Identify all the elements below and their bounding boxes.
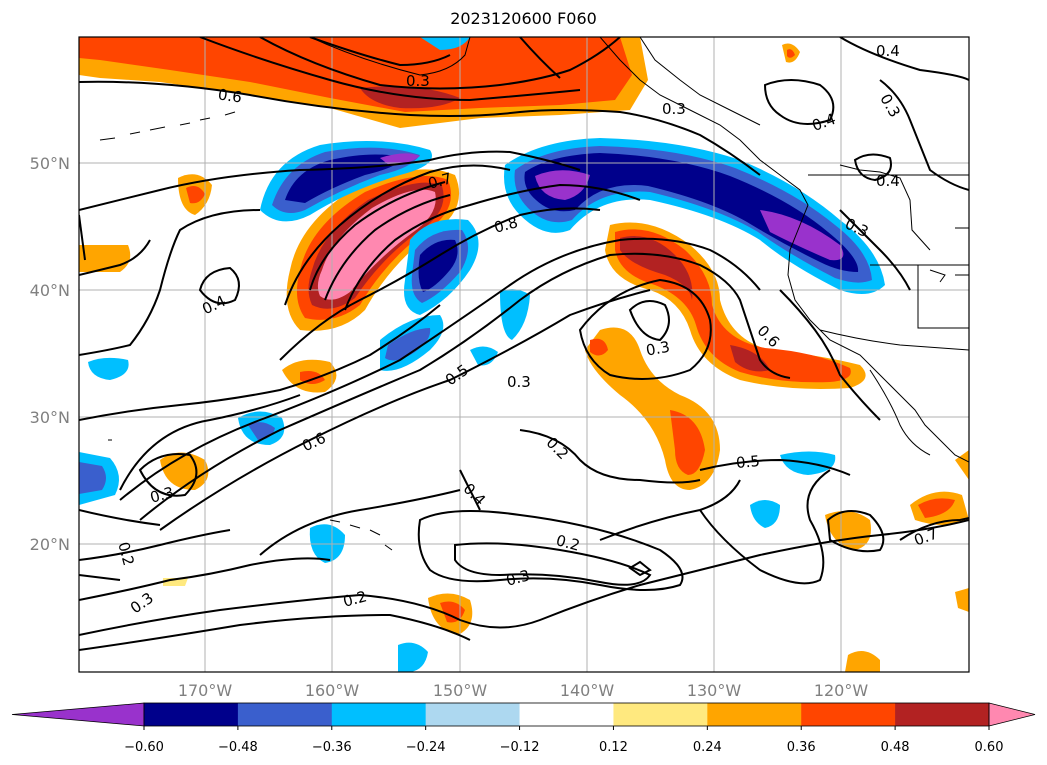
colorbar-tick-label: 0.24 [693,740,722,755]
contour-label: 0.2 [554,531,582,555]
lat-label: 50°N [30,154,70,173]
lat-label: 40°N [30,281,70,300]
lat-label: 30°N [30,408,70,427]
contour-label: 0.3 [406,72,430,90]
colorbar-extension-low [11,702,145,727]
contour-label: 0.4 [876,42,900,60]
colorbar-segment [801,703,896,726]
latitude-labels: 50°N 40°N 30°N 20°N [30,154,70,554]
colorbar-tick-label: −0.60 [124,740,164,755]
contour-label: 0.6 [217,85,243,106]
contour-label: 0.3 [148,483,176,507]
colorbar-segment [144,703,239,726]
colorbar-tick-label: 0.48 [881,740,910,755]
contour-label: 0.8 [492,213,520,237]
lon-label: 160°W [305,681,360,700]
contour-label: 0.3 [645,338,672,360]
colorbar-tick-label: 0.60 [975,740,1004,755]
colorbar: −0.60 −0.48 −0.36 −0.24 −0.12 0.12 0.24 0.36 0.4… [11,702,1036,755]
map-title: 2023120600 F060 [450,9,597,28]
longitude-labels: 170°W 160°W 150°W 140°W 130°W 120°W [178,681,869,700]
contour-label: 0.2 [341,587,369,611]
colorbar-tick-label: −0.48 [218,740,258,755]
colorbar-segment [425,703,521,726]
colorbar-segment [331,703,427,726]
contour-lines [79,37,969,651]
colorbar-tick-label: −0.24 [406,740,446,755]
lat-label: 20°N [30,535,70,554]
colorbar-tick-label: 0.12 [599,740,628,755]
colorbar-segment [613,703,708,726]
lon-label: 120°W [814,681,869,700]
lon-label: 150°W [433,681,488,700]
colorbar-segment [519,703,614,726]
contour-label: 0.2 [114,540,138,568]
map-plot-area: 0.6 0.3 0.3 0.4 0.3 0.4 0.7 0.8 0.4 0.3 … [79,37,969,672]
lon-label: 130°W [687,681,742,700]
contour-label: 0.7 [426,169,454,193]
coastlines [99,37,969,551]
colorbar-frame [143,702,990,727]
lon-label: 140°W [560,681,615,700]
contour-label: 0.3 [662,100,686,118]
colorbar-segment [895,703,990,726]
contour-label: 0.3 [507,373,531,391]
lon-label: 170°W [178,681,233,700]
colorbar-extension-high [988,702,1036,727]
colorbar-segment [237,703,333,726]
contour-label: 0.4 [876,172,900,190]
contour-label: 0.3 [504,566,532,590]
colorbar-tick-label: −0.12 [500,740,540,755]
plot-frame [78,36,970,673]
colorbar-tick-label: −0.36 [312,740,352,755]
contour-label: 0.5 [735,452,760,472]
colorbar-tick-label: 0.36 [787,740,816,755]
colorbar-segment [707,703,802,726]
